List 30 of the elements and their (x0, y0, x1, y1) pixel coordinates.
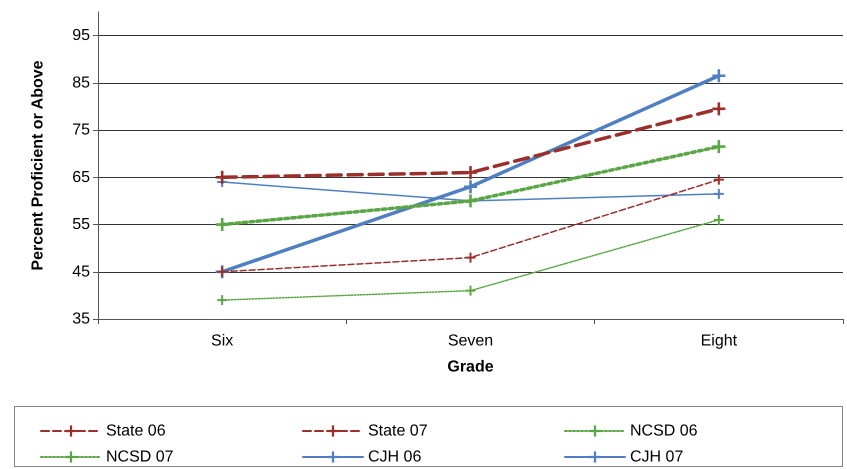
x-tick-label: Eight (700, 332, 738, 350)
legend-label: CJH 06 (368, 448, 422, 466)
legend-label: NCSD 07 (106, 448, 174, 466)
point (216, 218, 229, 232)
point (712, 102, 726, 116)
legend-label: State 06 (106, 422, 166, 440)
x-tick-label: Seven (448, 332, 494, 350)
y-tick-label: 45 (72, 263, 90, 280)
legend-label: State 07 (368, 422, 428, 440)
y-tick-label: 35 (72, 310, 90, 328)
x-axis-title: Grade (447, 358, 494, 376)
legend-label: NCSD 06 (630, 422, 698, 440)
y-tick-label: 85 (72, 74, 90, 92)
point (714, 174, 724, 185)
point (712, 140, 726, 154)
y-tick-label: 65 (72, 168, 90, 186)
point (464, 180, 477, 194)
point (714, 214, 724, 225)
legend-label: CJH 07 (630, 448, 684, 466)
y-tick-label: 55 (72, 216, 90, 234)
point (216, 170, 229, 184)
point (217, 295, 228, 306)
x-tick-label: Six (211, 332, 234, 350)
point (714, 188, 724, 199)
y-tick-label: 75 (72, 122, 90, 139)
point (466, 286, 476, 296)
y-tick-label: 95 (72, 27, 90, 44)
point (712, 69, 726, 82)
point (466, 252, 476, 263)
y-axis-title: Percent Proficient or Above (30, 60, 46, 271)
